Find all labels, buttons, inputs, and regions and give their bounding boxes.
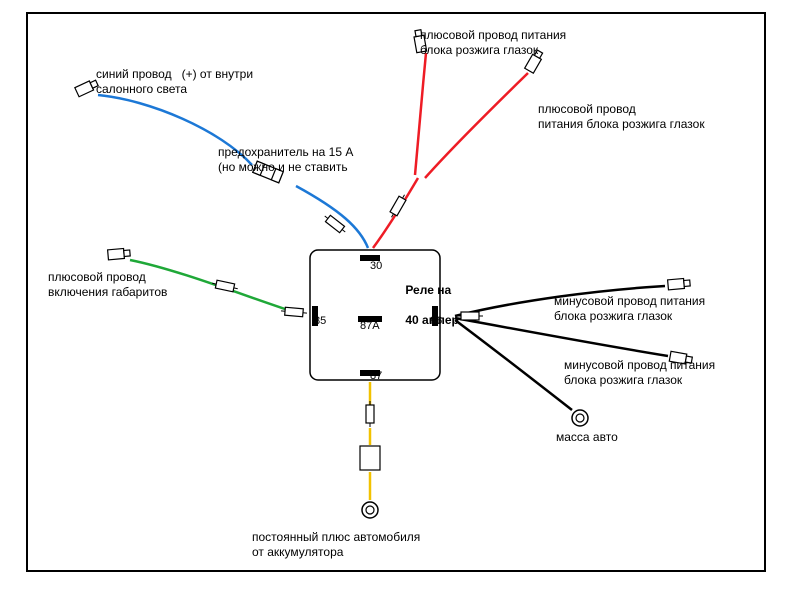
blue-wire-label: синий провод (+) от внутри салонного све… <box>96 67 253 97</box>
black-top-terminal-icon <box>668 278 691 290</box>
green-terminal-icon <box>108 248 131 260</box>
red-inline-icon <box>388 193 408 220</box>
diagram-canvas: синий провод (+) от внутри салонного све… <box>0 0 793 613</box>
blue-fuse-label: предохранитель на 15 А (но можно и не ст… <box>218 145 353 175</box>
relay-label-line1: Реле на <box>405 283 451 297</box>
pin-85-label: 85 <box>314 315 326 327</box>
black-ground-label: масса авто <box>556 430 618 445</box>
pin-86-label: 86 <box>430 315 442 327</box>
red-left-label: плюсовой провод питания блока розжига гл… <box>420 28 566 58</box>
black-mid-label: минусовой провод питания блока розжига г… <box>564 358 715 388</box>
pin86-inline-icon <box>457 312 483 320</box>
batt-ring-icon <box>362 502 378 518</box>
pin-30-label: 30 <box>370 260 382 272</box>
ground-ring-icon <box>572 410 588 426</box>
pin-87a-label: 87A <box>360 320 380 332</box>
relay-label: Реле на 40 ампер <box>392 268 459 343</box>
pin85-inline-icon <box>281 307 308 317</box>
yellow-wire-label: постоянный плюс автомобиля от аккумулято… <box>252 530 420 560</box>
black-top-label: минусовой провод питания блока розжига г… <box>554 294 705 324</box>
pin-87-label: 87 <box>370 370 382 382</box>
pin87-inline-icon <box>366 401 374 427</box>
red-right-label: плюсовой провод питания блока розжига гл… <box>538 102 705 132</box>
green-wire-label: плюсовой провод включения габаритов <box>48 270 167 300</box>
